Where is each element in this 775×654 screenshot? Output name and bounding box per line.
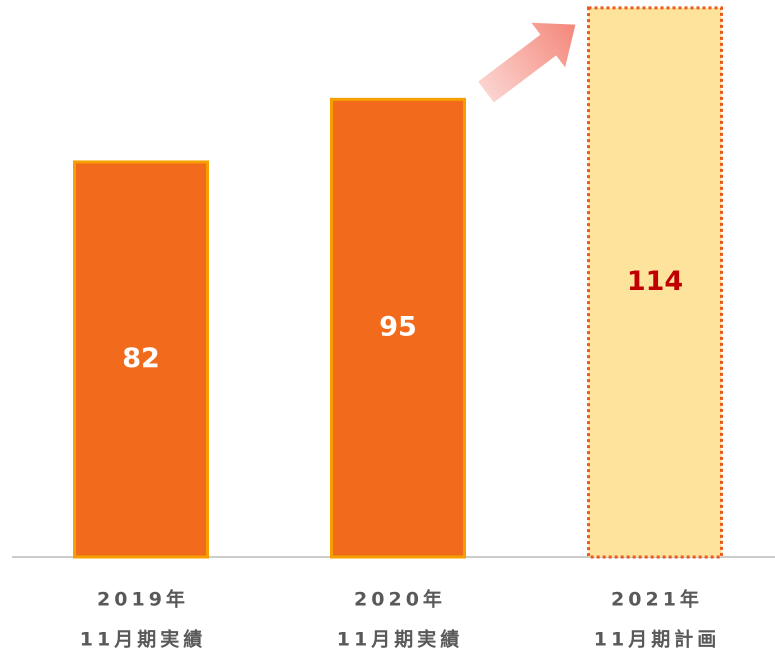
x-tick-label: 11月期計画: [594, 628, 720, 651]
x-tick-label: 2020年: [354, 588, 446, 611]
value-label: 95: [379, 312, 417, 343]
x-tick-label: 11月期実績: [337, 628, 463, 651]
growth-arrow: [478, 22, 576, 103]
value-label: 114: [627, 266, 683, 297]
x-tick-label: 2019年: [97, 588, 189, 611]
bar: [330, 97, 466, 559]
bar: [73, 160, 209, 559]
x-tick-label: 11月期実績: [80, 628, 206, 651]
bar: [587, 6, 723, 559]
x-tick-label: 2021年: [611, 588, 703, 611]
value-label: 82: [122, 343, 160, 374]
